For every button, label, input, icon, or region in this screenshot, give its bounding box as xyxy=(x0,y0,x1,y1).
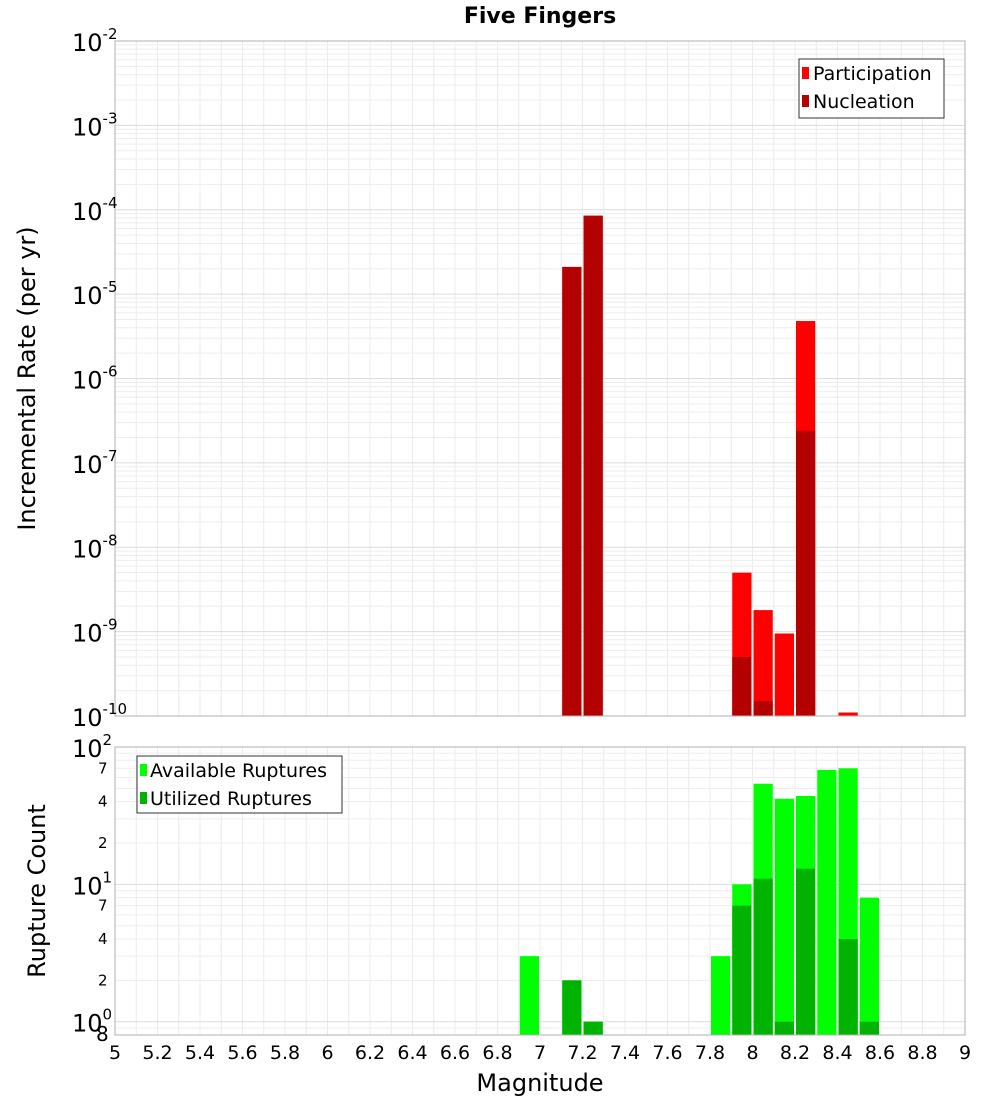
bottom-y-axis-label: Rupture Count xyxy=(23,804,51,978)
x-axis-label: Magnitude xyxy=(476,1069,603,1097)
x-tick-label: 8.2 xyxy=(780,1042,810,1064)
bar-nucleation-8_05 xyxy=(753,701,773,716)
bottom-y-minor-tick-label: 2 xyxy=(98,834,108,852)
bar-utilized-ruptures-7_25 xyxy=(583,1021,603,1035)
bottom-y-tick-label: 102 xyxy=(72,731,112,763)
bottom-y-minor-tick-label: 7 xyxy=(98,759,108,777)
x-tick-label: 5 xyxy=(109,1042,121,1064)
bar-nucleation-8_25 xyxy=(796,430,816,716)
x-tick-label: 8.4 xyxy=(822,1042,852,1064)
x-tick-labels: 5 5.2 5.4 5.6 5.8 6 6.2 6.4 6.6 6.8 7 7.2 7.4 7.6 7.8 8… xyxy=(109,1042,971,1064)
x-tick-label: 8.8 xyxy=(907,1042,937,1064)
legend-swatch-utilized-ruptures xyxy=(140,792,147,804)
top-y-tick-label: 10-10 xyxy=(72,700,127,732)
bar-available-ruptures-8_35 xyxy=(817,770,837,1035)
top-plot-frame xyxy=(114,40,966,717)
top-legend-box xyxy=(798,58,945,119)
bar-nucleation-7_95 xyxy=(732,657,752,716)
top-y-axis-label: Incremental Rate (per yr) xyxy=(13,226,41,530)
bar-available-ruptures-8_15 xyxy=(774,798,794,1035)
bar-utilized-ruptures-7_95 xyxy=(732,905,752,1035)
legend-label-participation: Participation xyxy=(813,63,932,85)
top-y-tick-label: 10-8 xyxy=(72,531,118,563)
bottom-y-minor-tick-label: 4 xyxy=(98,793,108,811)
bottom-y-minor-tick-label: 4 xyxy=(98,930,108,948)
x-tick-label: 8 xyxy=(746,1042,758,1064)
legend-label-utilized-ruptures: Utilized Ruptures xyxy=(150,788,312,810)
x-tick-label: 6 xyxy=(321,1042,333,1064)
bottom-y-tick-label: 100 xyxy=(72,1006,112,1038)
bar-participation-8_15 xyxy=(774,633,794,716)
top-bars xyxy=(562,215,858,717)
top-y-tick-label: 10-6 xyxy=(72,363,118,395)
bar-utilized-ruptures-8_15 xyxy=(774,1021,794,1035)
bottom-y-minor-tick-label: 7 xyxy=(98,897,108,915)
x-tick-label: 6.6 xyxy=(440,1042,470,1064)
bottom-y-tick-label: 101 xyxy=(72,868,112,900)
bottom-y-tick-labels: 102 101 100 7 4 2 7 4 2 8 xyxy=(72,731,112,1046)
bar-utilized-ruptures-8_05 xyxy=(753,878,773,1035)
x-tick-label: 5.8 xyxy=(270,1042,300,1064)
top-y-tick-label: 10-4 xyxy=(72,194,118,226)
bottom-plot-frame xyxy=(114,746,966,1036)
top-y-tick-label: 10-2 xyxy=(72,25,118,57)
chart-title: Five Fingers xyxy=(464,4,616,29)
legend-swatch-available-ruptures xyxy=(140,764,147,776)
x-tick-label: 5.2 xyxy=(142,1042,172,1064)
top-gridlines xyxy=(114,40,966,717)
bar-available-ruptures-8_55 xyxy=(859,897,879,1035)
bottom-bars xyxy=(519,768,879,1035)
bar-utilized-ruptures-8_45 xyxy=(838,939,858,1035)
legend-swatch-participation xyxy=(802,67,809,79)
x-tick-label: 7.8 xyxy=(695,1042,725,1064)
bottom-y-minor-tick-label: 2 xyxy=(98,971,108,989)
bar-participation-8_45 xyxy=(838,712,858,716)
top-y-tick-label: 10-9 xyxy=(72,616,118,648)
bar-nucleation-7_25 xyxy=(583,215,603,717)
x-tick-label: 5.4 xyxy=(185,1042,215,1064)
x-tick-label: 5.6 xyxy=(227,1042,257,1064)
top-y-tick-label: 10-7 xyxy=(72,447,118,479)
top-y-tick-labels: 10-2 10-3 10-4 10-5 10-6 10-7 10-8 10-9 10-10 xyxy=(72,25,127,732)
bar-utilized-ruptures-8_25 xyxy=(796,868,816,1035)
bottom-legend: Available Ruptures Utilized Ruptures xyxy=(136,755,343,814)
top-y-tick-label: 10-5 xyxy=(72,278,118,310)
top-y-tick-label: 10-3 xyxy=(72,109,118,141)
x-tick-label: 8.6 xyxy=(865,1042,895,1064)
top-panel: 10-2 10-3 10-4 10-5 10-6 10-7 10-8 10-9 10-10 Fi… xyxy=(13,4,966,732)
bottom-y-minor-tick-label: 8 xyxy=(96,1022,109,1046)
bar-available-ruptures-7_85 xyxy=(711,956,731,1035)
bar-available-ruptures-6_95 xyxy=(519,956,539,1035)
x-tick-label: 7.4 xyxy=(610,1042,640,1064)
x-tick-label: 6.8 xyxy=(482,1042,512,1064)
x-tick-label: 6.2 xyxy=(355,1042,385,1064)
bar-utilized-ruptures-7_15 xyxy=(562,980,582,1035)
x-tick-label: 7.6 xyxy=(652,1042,682,1064)
bar-nucleation-7_15 xyxy=(562,266,582,716)
legend-swatch-nucleation xyxy=(802,95,809,107)
bottom-panel: 102 101 100 7 4 2 7 4 2 8 5 5.2 5.4 5.6 5.8 6 6.2 6.4 6.6… xyxy=(23,731,971,1097)
x-tick-label: 7 xyxy=(534,1042,546,1064)
legend-label-available-ruptures: Available Ruptures xyxy=(150,760,327,782)
x-tick-label: 9 xyxy=(959,1042,971,1064)
bottom-legend-box xyxy=(136,755,343,814)
bar-utilized-ruptures-8_55 xyxy=(859,1021,879,1035)
top-legend: Participation Nucleation xyxy=(798,58,945,119)
x-tick-label: 6.4 xyxy=(397,1042,427,1064)
x-tick-label: 7.2 xyxy=(567,1042,597,1064)
legend-label-nucleation: Nucleation xyxy=(813,91,915,113)
bar-participation-8_05 xyxy=(753,610,773,716)
